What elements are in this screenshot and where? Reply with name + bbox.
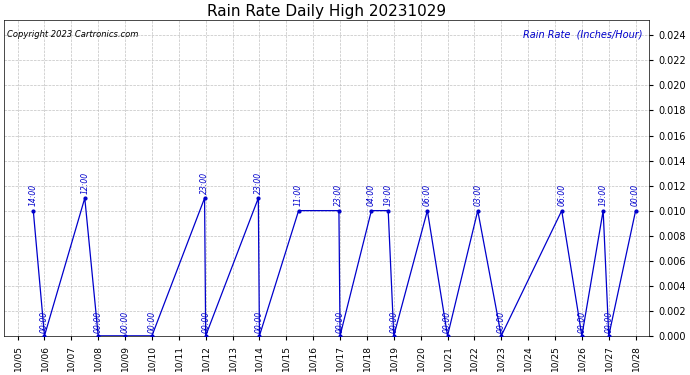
Text: 19:00: 19:00 [384, 184, 393, 207]
Text: 14:00: 14:00 [29, 184, 38, 207]
Text: 00:00: 00:00 [631, 184, 640, 207]
Text: 06:00: 06:00 [423, 184, 432, 207]
Text: 00:00: 00:00 [389, 311, 398, 333]
Text: 00:00: 00:00 [578, 311, 586, 333]
Text: 00:00: 00:00 [40, 311, 49, 333]
Text: Rain Rate  (Inches/Hour): Rain Rate (Inches/Hour) [523, 30, 642, 40]
Text: 23:00: 23:00 [335, 184, 344, 207]
Text: 03:00: 03:00 [473, 184, 482, 207]
Text: 00:00: 00:00 [497, 311, 506, 333]
Text: Copyright 2023 Cartronics.com: Copyright 2023 Cartronics.com [8, 30, 139, 39]
Text: 23:00: 23:00 [254, 172, 263, 194]
Text: 06:00: 06:00 [558, 184, 566, 207]
Text: 00:00: 00:00 [201, 311, 210, 333]
Text: 12:00: 12:00 [80, 172, 89, 194]
Text: 00:00: 00:00 [443, 311, 452, 333]
Text: 19:00: 19:00 [599, 184, 608, 207]
Text: 00:00: 00:00 [148, 311, 157, 333]
Text: 23:00: 23:00 [200, 172, 209, 194]
Title: Rain Rate Daily High 20231029: Rain Rate Daily High 20231029 [207, 4, 446, 19]
Text: 00:00: 00:00 [94, 311, 103, 333]
Text: 11:00: 11:00 [294, 184, 303, 207]
Text: 00:00: 00:00 [604, 311, 613, 333]
Text: 04:00: 04:00 [367, 184, 376, 207]
Text: 00:00: 00:00 [335, 311, 344, 333]
Text: 00:00: 00:00 [121, 311, 130, 333]
Text: 00:00: 00:00 [255, 311, 264, 333]
